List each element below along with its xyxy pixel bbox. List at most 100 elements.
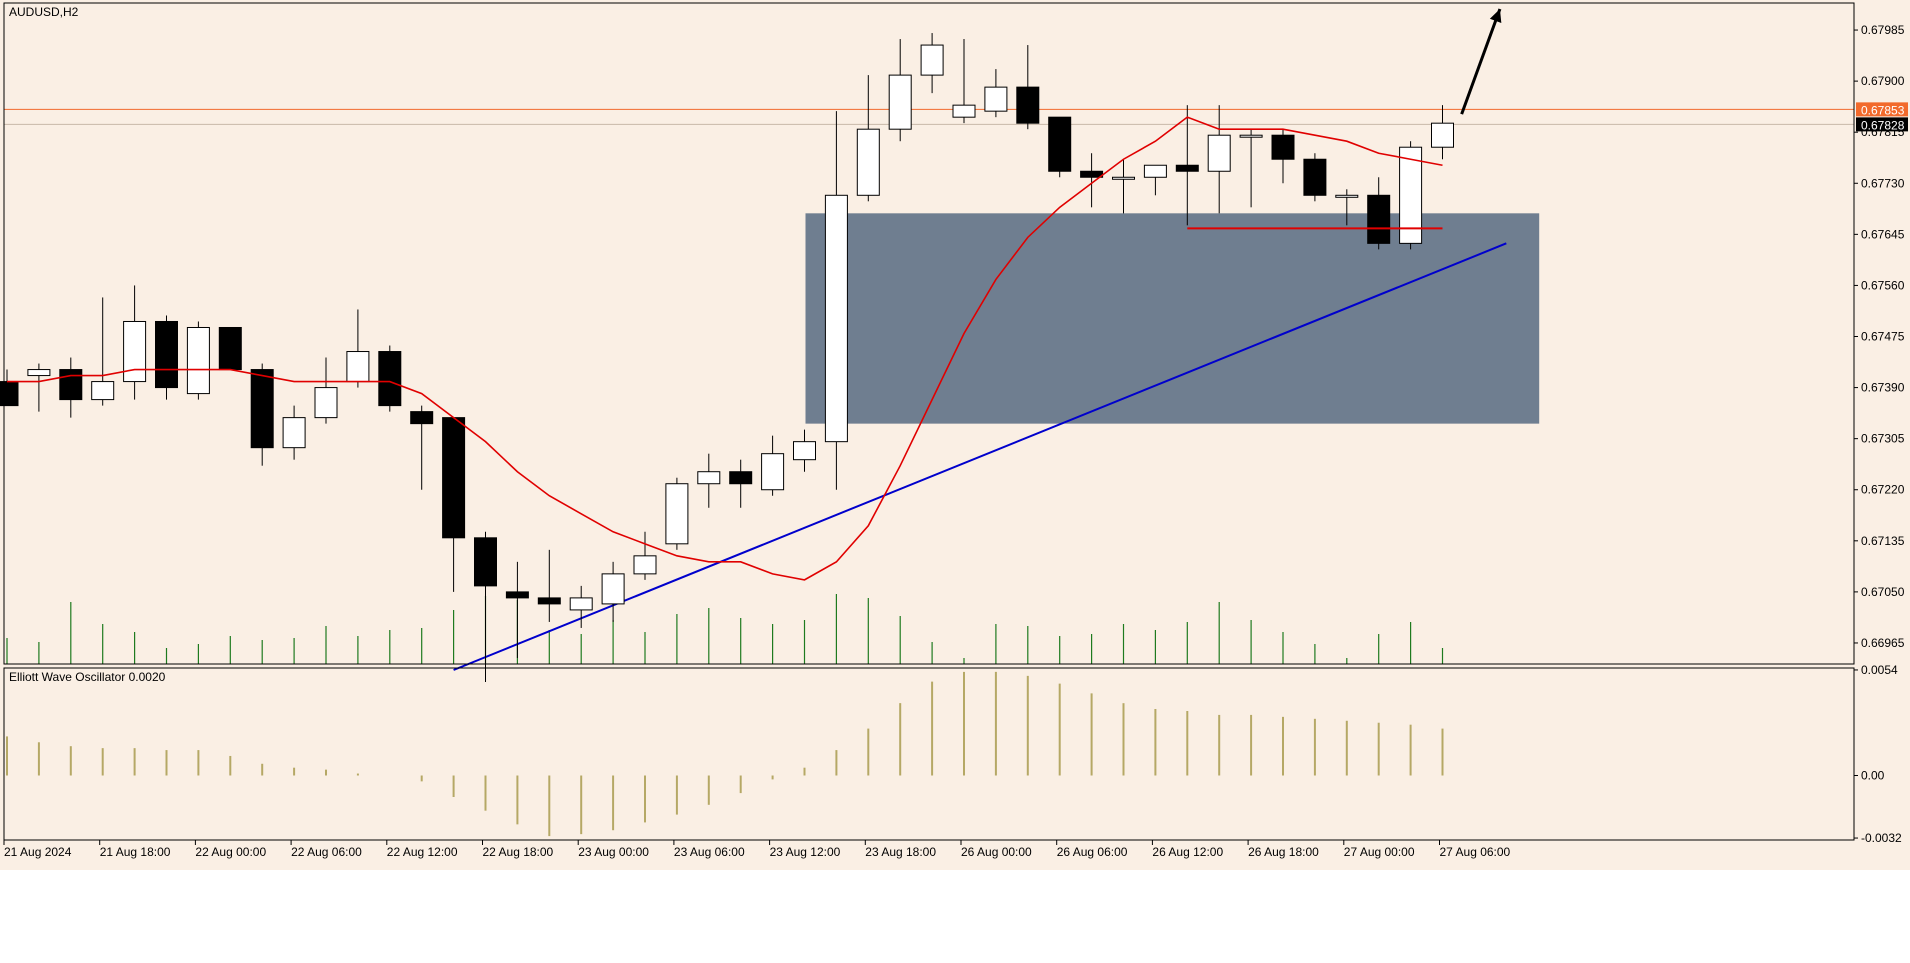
price-tick-label: 0.67985 (1861, 23, 1905, 37)
candle-body (1431, 122, 1454, 148)
candle-body (1207, 134, 1231, 172)
candle-body (474, 537, 497, 587)
candle (952, 39, 976, 124)
price-tick-label: 0.67560 (1861, 278, 1905, 292)
chart-background (0, 0, 1910, 870)
candle-body (1112, 176, 1135, 180)
candle (537, 549, 561, 622)
panel-frames (3, 2, 1855, 841)
time-tick-label: 22 Aug 18:00 (483, 845, 554, 859)
candle (665, 477, 689, 550)
candle-body (1048, 116, 1072, 172)
volume-layer (6, 594, 1444, 664)
candle-body (601, 573, 625, 605)
oscillator-axis: 0.0054 0.00 -0.0032 (1854, 663, 1902, 845)
oscillator-tick-label: -0.0032 (1861, 831, 1902, 845)
price-tick-label: 0.67220 (1861, 483, 1905, 497)
candle (378, 345, 402, 412)
candle-body (155, 320, 178, 389)
oscillator-tick-label: 0.0054 (1861, 663, 1898, 677)
candle-body (1399, 146, 1423, 244)
candle (474, 531, 497, 683)
price-tick-label: 0.67475 (1861, 330, 1905, 344)
zone-layer (805, 213, 1540, 424)
time-tick-label: 23 Aug 12:00 (770, 845, 841, 859)
bottom-blank-area (0, 870, 1910, 963)
candle-body (505, 591, 529, 599)
price-tick-label: 0.67135 (1861, 534, 1905, 548)
candle (314, 357, 338, 424)
candle (1399, 141, 1423, 250)
price-tick-label: 0.67305 (1861, 432, 1905, 446)
candle-body (186, 326, 210, 395)
main-chart-title: AUDUSD,H2 (9, 5, 79, 19)
candle-body (952, 104, 976, 118)
candle (27, 363, 51, 412)
candle (250, 363, 274, 466)
time-tick-label: 22 Aug 12:00 (387, 845, 458, 859)
oscillator-layer (6, 671, 1444, 837)
candle (1175, 105, 1199, 226)
candle-body (0, 381, 19, 407)
price-tick-label: 0.67645 (1861, 227, 1905, 241)
time-tick-label: 23 Aug 00:00 (578, 845, 649, 859)
candle (1112, 159, 1135, 214)
candle (1367, 177, 1391, 250)
oscillator-tick-label: 0.00 (1861, 769, 1885, 783)
price-lines-layer (4, 108, 1854, 125)
candle-body (761, 453, 785, 491)
oscillator-title: Elliott Wave Oscillator 0.0020 (9, 670, 166, 684)
time-axis: 21 Aug 2024 21 Aug 18:00 22 Aug 00:00 22 Au… (3, 840, 1511, 859)
price-axis: 0.679850.679000.678150.677300.676450.675… (1854, 23, 1905, 650)
time-tick-label: 21 Aug 18:00 (100, 845, 171, 859)
main-panel-frame (3, 2, 1855, 665)
time-tick-label: 23 Aug 18:00 (865, 845, 936, 859)
candle (1303, 153, 1327, 202)
oscillator-panel-frame (3, 667, 1855, 841)
candle-body (1335, 194, 1359, 198)
price-tag-bid: 0.67853 (1856, 102, 1908, 117)
candle-body (697, 471, 721, 485)
candle-body (378, 351, 402, 407)
candle-body (442, 417, 466, 539)
candle-body (410, 411, 434, 425)
candle (442, 417, 466, 592)
candle (1431, 105, 1454, 160)
time-tick-label: 26 Aug 00:00 (961, 845, 1032, 859)
candle (91, 297, 115, 406)
candle-body (250, 369, 274, 449)
arrow-layer (1460, 8, 1502, 115)
demand-zone (805, 213, 1540, 424)
candle (123, 285, 147, 400)
candle (218, 326, 242, 371)
candle (282, 405, 306, 460)
candle-body (537, 597, 561, 605)
price-tag-label: 0.67828 (1861, 118, 1905, 132)
candle-body (218, 326, 242, 371)
candle (793, 429, 816, 472)
candle-body (1016, 86, 1040, 124)
time-tick-label: 23 Aug 06:00 (674, 845, 745, 859)
candle (920, 33, 944, 94)
candle-body (1303, 158, 1327, 196)
time-tick-label: 22 Aug 00:00 (195, 845, 266, 859)
candle (984, 69, 1008, 118)
time-tick-label: 26 Aug 12:00 (1152, 845, 1223, 859)
candle (1271, 129, 1295, 184)
candle (1016, 45, 1040, 130)
candle (1143, 164, 1167, 196)
price-tick-label: 0.66965 (1861, 636, 1905, 650)
candle (888, 39, 912, 142)
candle (569, 585, 593, 628)
candle-body (59, 369, 83, 401)
time-tick-label: 27 Aug 06:00 (1440, 845, 1511, 859)
candle (1239, 129, 1263, 208)
candle-body (665, 483, 689, 545)
candle (155, 315, 178, 400)
trendline-layer (453, 242, 1507, 671)
moving-average-layer (7, 116, 1443, 581)
price-tick-label: 0.67900 (1861, 74, 1905, 88)
candle-body (123, 320, 147, 383)
